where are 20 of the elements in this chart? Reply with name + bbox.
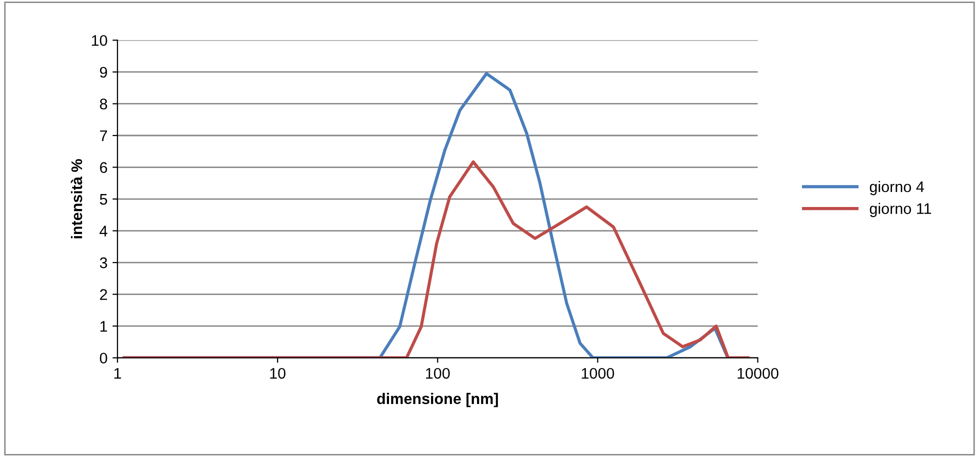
x-axis-title: dimensione [nm] (377, 392, 498, 408)
y-tick-label: 10 (92, 35, 108, 46)
x-tick-label: 10 (270, 368, 286, 379)
y-tick-label: 7 (100, 130, 107, 142)
y-tick-label: 8 (100, 98, 108, 110)
y-tick-label: 3 (100, 257, 108, 268)
y-tick-label: 0 (100, 352, 108, 364)
x-tick-label: 10000 (738, 368, 778, 379)
y-tick-label: 5 (100, 194, 108, 205)
x-tick-label: 1000 (582, 368, 614, 379)
y-axis-title: intensità % (70, 159, 82, 238)
x-tick-label: 1 (114, 368, 121, 379)
y-tick-label: 2 (100, 289, 107, 300)
y-tick-label: 1 (100, 321, 108, 332)
y-tick-label: 9 (100, 66, 108, 78)
y-tick-label: 6 (100, 162, 108, 173)
x-tick-label: 100 (426, 368, 450, 379)
legend-label: giorno 11 (870, 202, 932, 218)
y-tick-label: 4 (100, 226, 108, 236)
legend-label: giorno 4 (870, 180, 924, 196)
